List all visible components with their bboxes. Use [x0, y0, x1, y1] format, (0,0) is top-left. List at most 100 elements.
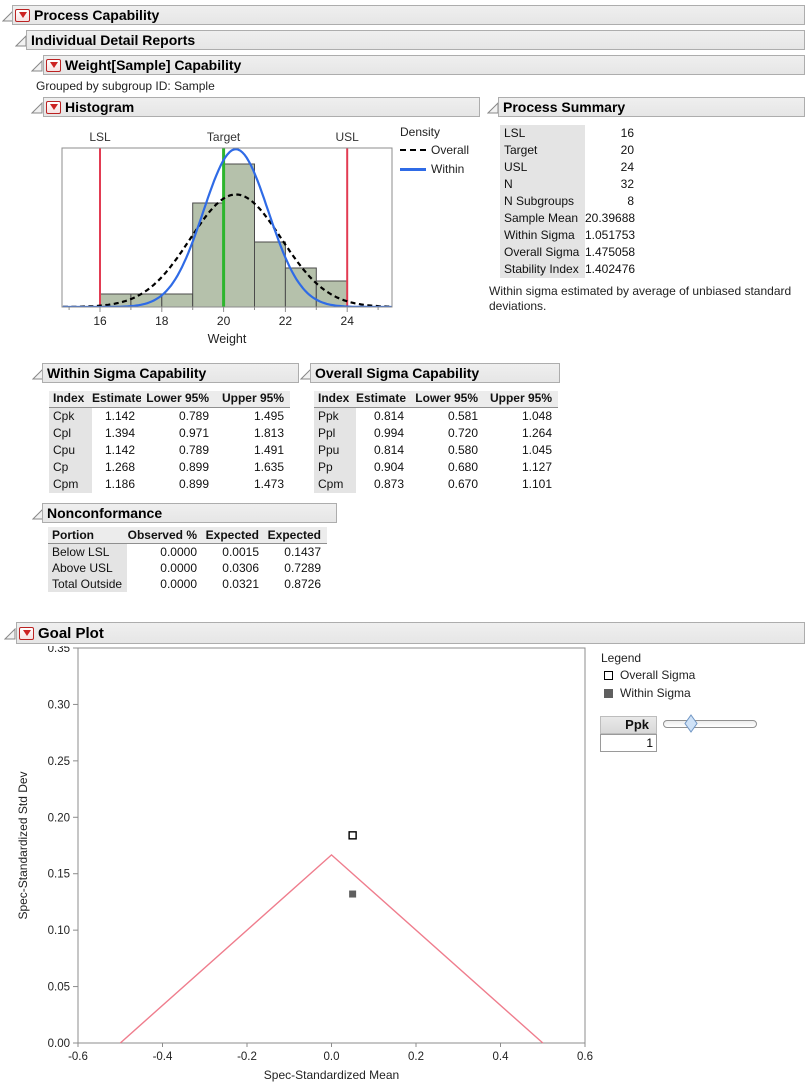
value-cell: 1.394: [92, 425, 141, 442]
plot-frame: [77, 647, 586, 1044]
value-cell: 1.045: [484, 442, 558, 459]
table-row[interactable]: Total Outside 0.0000 0.0321 0.8726: [48, 576, 327, 592]
overall-sigma-point[interactable]: [348, 831, 357, 840]
value-cell: 1.264: [484, 425, 558, 442]
section-title: Histogram: [65, 99, 135, 115]
table-row[interactable]: Cpm 1.186 0.899 1.473: [49, 476, 290, 493]
histogram-bar[interactable]: [161, 293, 194, 308]
legend-title: Density: [400, 125, 441, 139]
ppk-slider-track[interactable]: [663, 720, 757, 728]
section-header-within-sigma-capability[interactable]: Within Sigma Capability: [42, 363, 299, 383]
red-triangle-glyph: [49, 62, 58, 68]
red-triangle-glyph: [49, 104, 58, 110]
table-row[interactable]: Ppu 0.814 0.580 1.045: [314, 442, 558, 459]
row-label-cell: Ppu: [314, 442, 356, 459]
histogram-bar[interactable]: [192, 202, 225, 308]
table-row[interactable]: Stability Index 1.402476: [500, 261, 640, 278]
histogram-legend: Density Overall Within: [400, 125, 469, 177]
disclosure-icon[interactable]: [30, 101, 43, 114]
row-label-cell: Below LSL: [48, 544, 127, 560]
section-header-histogram[interactable]: Histogram: [43, 97, 480, 117]
red-triangle-menu-icon[interactable]: [19, 626, 34, 640]
column-header: Upper 95%: [489, 391, 552, 405]
table-row[interactable]: Cpu 1.142 0.789 1.491: [49, 442, 290, 459]
red-triangle-menu-icon[interactable]: [46, 58, 61, 72]
value-cell: 0.680: [410, 459, 484, 476]
column-header: Index: [318, 391, 350, 405]
table-row[interactable]: Sample Mean 20.39688: [500, 210, 640, 227]
table-row[interactable]: Cpk 1.142 0.789 1.495: [49, 408, 290, 425]
value-cell: 1.635: [215, 459, 290, 476]
row-label-cell: Cpm: [314, 476, 356, 493]
row-label-cell: N Subgroups: [500, 193, 585, 210]
row-label-cell: Cpu: [49, 442, 92, 459]
section-title: Within Sigma Capability: [47, 365, 207, 381]
table-row[interactable]: Ppl 0.994 0.720 1.264: [314, 425, 558, 442]
table-header-row: Index Estimate Lower 95% Upper 95%: [314, 391, 558, 408]
column-header: Expected Overall %: [267, 528, 321, 542]
red-triangle-menu-icon[interactable]: [15, 8, 30, 22]
x-tick-label: -0.2: [237, 1051, 257, 1063]
section-title: Process Capability: [34, 7, 160, 23]
table-row[interactable]: Pp 0.904 0.680 1.127: [314, 459, 558, 476]
row-label-cell: Cp: [49, 459, 92, 476]
legend-item-overall: Overall: [400, 142, 469, 158]
goal-plot-chart[interactable]: -0.6 -0.4 -0.2 0.0 0.2 0.4 0.6 0.00 0.05 0.10 0.15…: [0, 646, 806, 1091]
y-tick-label: 0.35: [48, 646, 70, 655]
section-header-weight-sample-capability[interactable]: Weight[Sample] Capability: [43, 55, 805, 75]
value-cell: 1.127: [484, 459, 558, 476]
table-row[interactable]: N 32: [500, 176, 640, 193]
x-tick-label: -0.6: [68, 1051, 88, 1063]
section-header-process-summary[interactable]: Process Summary: [498, 97, 805, 117]
value-cell: 1.268: [92, 459, 141, 476]
ppk-slider-thumb[interactable]: [683, 714, 699, 733]
red-triangle-menu-icon[interactable]: [46, 100, 61, 114]
column-header: Lower 95%: [146, 391, 209, 405]
table-row[interactable]: Overall Sigma 1.475058: [500, 244, 640, 261]
histogram-bar[interactable]: [254, 241, 286, 308]
y-tick-label: 0.05: [48, 982, 70, 994]
section-title: Individual Detail Reports: [31, 32, 196, 48]
row-label-cell: Ppk: [314, 408, 356, 425]
grouped-by-note: Grouped by subgroup ID: Sample: [36, 79, 215, 93]
section-header-overall-sigma-capability[interactable]: Overall Sigma Capability: [310, 363, 560, 383]
table-row[interactable]: Cpl 1.394 0.971 1.813: [49, 425, 290, 442]
table-row[interactable]: USL 24: [500, 159, 640, 176]
table-row[interactable]: Cpm 0.873 0.670 1.101: [314, 476, 558, 493]
table-row[interactable]: Within Sigma 1.051753: [500, 227, 640, 244]
legend-label: Within: [431, 162, 465, 176]
table-row[interactable]: Target 20: [500, 142, 640, 159]
value-cell: 0.899: [141, 476, 215, 493]
red-triangle-glyph: [18, 12, 27, 18]
section-header-process-capability[interactable]: Process Capability: [12, 5, 805, 25]
column-header: Observed %: [127, 528, 197, 542]
disclosure-icon[interactable]: [30, 59, 43, 72]
value-cell: 32: [585, 176, 640, 193]
table-row[interactable]: Ppk 0.814 0.581 1.048: [314, 408, 558, 425]
table-row[interactable]: LSL 16: [500, 125, 640, 142]
y-tick-label: 0.30: [48, 699, 70, 711]
within-sigma-point[interactable]: [349, 890, 357, 898]
histogram-chart[interactable]: LSL Target USL 16 18 20 22 24 Weight: [45, 120, 395, 355]
histogram-bar[interactable]: [284, 267, 317, 308]
x-tick-label: 0.6: [577, 1051, 593, 1063]
value-cell: 0.873: [356, 476, 410, 493]
table-row[interactable]: Cp 1.268 0.899 1.635: [49, 459, 290, 476]
table-row[interactable]: Above USL 0.0000 0.0306 0.7289: [48, 560, 327, 576]
disclosure-icon[interactable]: [3, 627, 16, 640]
histogram-bar[interactable]: [223, 163, 256, 308]
x-tick-label: 0.2: [408, 1051, 424, 1063]
section-header-individual-detail-reports[interactable]: Individual Detail Reports: [26, 30, 805, 50]
value-cell: 20: [585, 142, 640, 159]
ppk-value-input[interactable]: [600, 734, 657, 752]
row-label-cell: Cpm: [49, 476, 92, 493]
open-square-icon: [604, 670, 613, 680]
value-cell: 0.0306: [203, 560, 265, 576]
table-row[interactable]: Below LSL 0.0000 0.0015 0.1437: [48, 544, 327, 560]
section-header-nonconformance[interactable]: Nonconformance: [42, 503, 337, 523]
table-row[interactable]: N Subgroups 8: [500, 193, 640, 210]
section-header-goal-plot[interactable]: Goal Plot: [16, 622, 805, 644]
value-cell: 1.101: [484, 476, 558, 493]
table-header-row: Index Estimate Lower 95% Upper 95%: [49, 391, 290, 408]
value-cell: 0.580: [410, 442, 484, 459]
